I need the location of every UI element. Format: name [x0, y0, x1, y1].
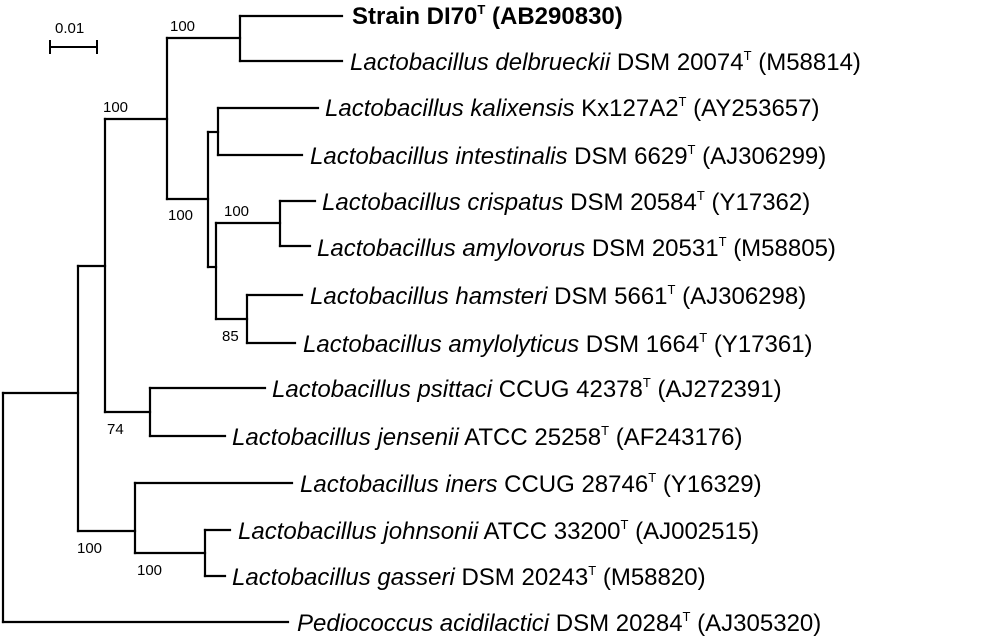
taxon-label: Pediococcus acidilactici DSM 20284T (AJ3…	[297, 609, 821, 637]
bootstrap-values: 100 100 100 100 85 74 100 100	[77, 18, 249, 579]
taxon-label: Lactobacillus hamsteri DSM 5661T (AJ3062…	[310, 282, 806, 310]
scale-bar-label: 0.01	[55, 20, 84, 37]
bootstrap-value: 100	[137, 562, 162, 579]
taxon-label: Lactobacillus johnsonii ATCC 33200T (AJ0…	[238, 517, 759, 545]
taxon-label: Lactobacillus delbrueckii DSM 20074T (M5…	[350, 48, 861, 76]
taxon-label: Lactobacillus kalixensis Kx127A2T (AY253…	[325, 94, 819, 122]
bootstrap-value: 100	[168, 207, 193, 224]
bootstrap-value: 100	[103, 99, 128, 116]
taxon-label: Lactobacillus gasseri DSM 20243T (M58820…	[232, 563, 706, 591]
bootstrap-value: 100	[170, 18, 195, 35]
taxon-label: Lactobacillus amylovorus DSM 20531T (M58…	[317, 234, 836, 262]
scale-bar-line	[49, 40, 98, 54]
taxon-label: Lactobacillus iners CCUG 28746T (Y16329)	[300, 470, 762, 498]
bootstrap-value: 85	[222, 328, 239, 345]
taxon-label: Lactobacillus jensenii ATCC 25258T (AF24…	[232, 423, 743, 451]
scale-bar: 0.01	[49, 20, 98, 54]
taxon-label: Lactobacillus intestinalis DSM 6629T (AJ…	[310, 142, 826, 170]
bootstrap-value: 100	[77, 540, 102, 557]
taxon-label: Strain DI70T (AB290830)	[352, 2, 623, 30]
bootstrap-value: 74	[107, 421, 124, 438]
bootstrap-value: 100	[224, 203, 249, 220]
taxon-labels: Strain DI70T (AB290830) Lactobacillus de…	[232, 2, 861, 637]
taxon-label: Lactobacillus crispatus DSM 20584T (Y173…	[322, 188, 810, 216]
taxon-label: Lactobacillus psittaci CCUG 42378T (AJ27…	[272, 375, 782, 403]
taxon-label: Lactobacillus amylolyticus DSM 1664T (Y1…	[303, 330, 813, 358]
tree-branches	[1, 14, 344, 624]
